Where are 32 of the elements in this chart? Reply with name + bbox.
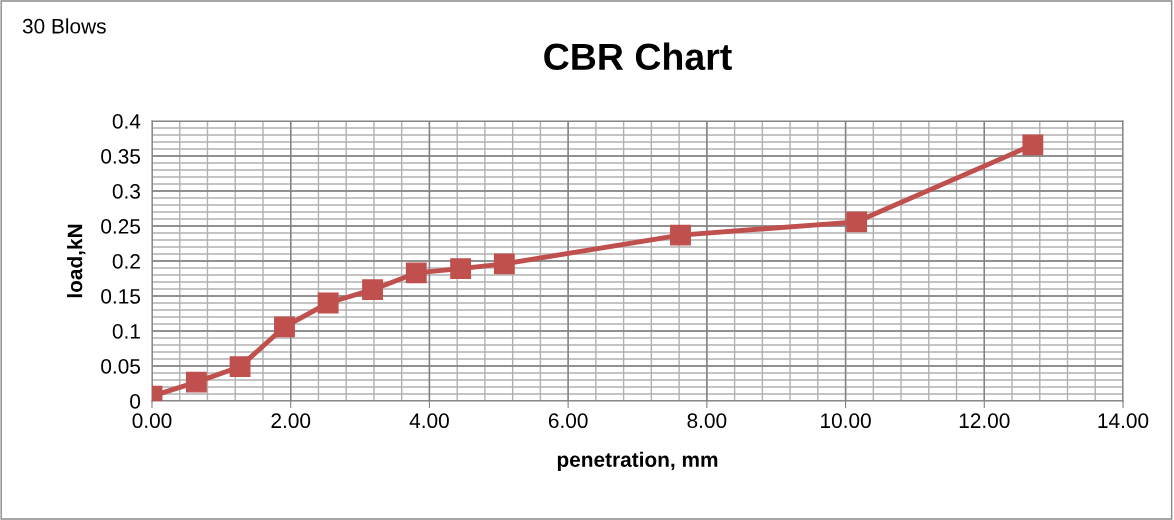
x-tick-label: 4.00	[409, 413, 449, 429]
y-tick-label: 0.15	[101, 289, 141, 304]
point	[185, 371, 207, 393]
y-tick-label: 0.1	[112, 324, 140, 339]
point	[1022, 134, 1044, 156]
point	[450, 258, 472, 280]
x-tick-label: 14.00	[1098, 413, 1149, 429]
x-tick-label: 10.00	[821, 413, 871, 429]
point	[229, 356, 251, 378]
y-tick-label: 0.05	[101, 359, 141, 374]
x-tick-label: 2.00	[271, 413, 311, 429]
y-tick-label: 0.35	[101, 149, 141, 164]
y-tick-label: 0.25	[101, 219, 141, 234]
x-tick-label: 8.00	[687, 413, 727, 429]
x-tick-label: 6.00	[548, 413, 588, 429]
point	[362, 279, 383, 301]
x-axis-title: penetration, mm	[557, 451, 718, 472]
x-tick-label: 12.00	[959, 413, 1010, 429]
chart-title: CBR Chart	[544, 42, 732, 71]
point	[317, 292, 339, 314]
point	[405, 262, 427, 284]
point	[846, 211, 868, 233]
point	[274, 316, 295, 338]
point	[670, 224, 691, 246]
y-tick-label: 0	[130, 394, 141, 409]
x-tick-label: 0.00	[132, 413, 172, 429]
text: 30 Blows	[22, 18, 106, 34]
y-axis-title: load,kN	[67, 224, 86, 298]
y-tick-label: 0.3	[112, 184, 140, 199]
y-tick-label: 0.4	[112, 114, 141, 129]
y-tick-label: 0.2	[112, 254, 140, 269]
point	[493, 253, 515, 275]
